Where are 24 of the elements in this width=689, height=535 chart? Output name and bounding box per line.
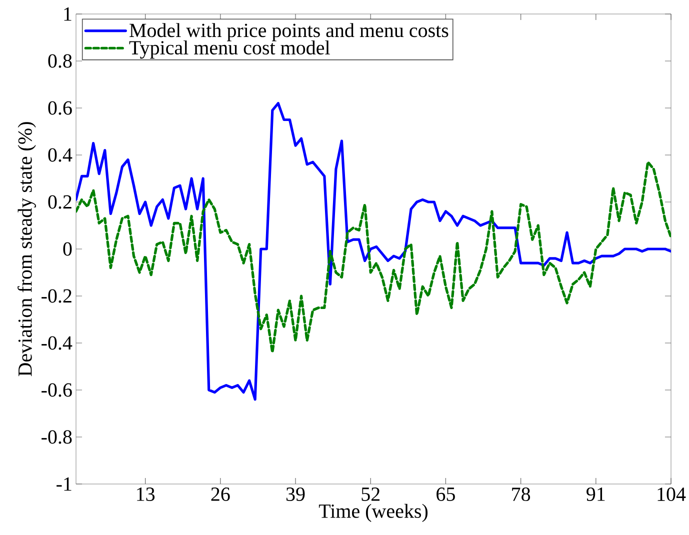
x-tick-label: 39 — [286, 488, 305, 501]
y-tick-label: -0.4 — [42, 336, 72, 350]
x-tick-label: 78 — [512, 488, 530, 502]
y-tick-label: -0.8 — [42, 430, 72, 444]
x-tick-label: 65 — [436, 488, 455, 501]
y-tick-label: -1 — [56, 477, 72, 491]
y-tick-label: 0.8 — [48, 54, 72, 68]
legend-label: Model with price points and menu costs — [130, 23, 448, 42]
y-tick-label: 0.4 — [48, 148, 72, 162]
line-series — [76, 160, 672, 354]
y-tick-label: -0.2 — [42, 289, 72, 303]
y-tick-label: 1 — [64, 7, 72, 21]
x-tick-label: 13 — [137, 488, 155, 501]
legend-label: Typical menu cost model — [129, 40, 330, 59]
x-axis-title: Time (weeks) — [318, 504, 428, 522]
y-tick-label: 0.2 — [48, 195, 72, 209]
x-tick-label: 26 — [211, 488, 230, 501]
y-tick-label: 0 — [63, 242, 72, 256]
x-tick-label: 52 — [362, 488, 380, 501]
y-axis-title: Deviation from steady state (%) — [18, 122, 36, 376]
x-tick-label: 104 — [658, 488, 686, 502]
y-tick-label: -0.6 — [42, 383, 72, 397]
y-tick-label: 0.6 — [48, 101, 72, 115]
x-tick-label: 91 — [586, 488, 605, 501]
